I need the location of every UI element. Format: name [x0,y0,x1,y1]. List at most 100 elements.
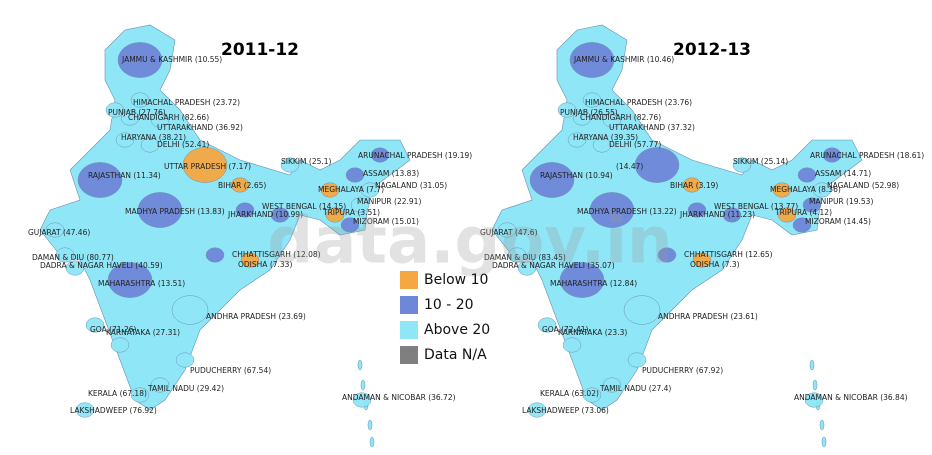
region-name: ANDAMAN & NICOBAR [794,393,878,402]
region [137,192,183,228]
region-name: UTTARAKHAND [157,123,213,132]
region-label: TRIPURA (3.51) [322,208,380,217]
region-value: (27.4) [649,384,672,393]
region [105,102,125,118]
region-value: (26.55) [590,108,617,117]
legend-label: Data N/A [424,347,487,363]
region-label: NAGALAND (52.98) [827,181,899,190]
region-label: DADRA & NAGAR HAVELI (40.59) [40,261,163,270]
region-name: JHARKHAND [227,210,273,219]
region [65,260,85,276]
region-value: (38.21) [159,133,186,142]
region-label: WEST BENGAL (13.77) [714,202,798,211]
region [230,177,250,193]
region-label: ASSAM (14.71) [815,169,871,178]
region-name: MANIPUR [357,197,392,206]
legend-swatch [400,346,418,364]
region-name: HARYANA [573,133,609,142]
region [55,247,75,263]
region [205,247,225,263]
region-label: HIMACHAL PRADESH (23.72) [133,98,240,107]
region-value: (11.34) [133,171,160,180]
region [110,337,130,353]
region [370,147,390,163]
region [777,207,797,223]
region-value: (10.94) [585,171,612,180]
watermark: data.gov.in [267,205,672,279]
region-name: CHANDIGARH [580,113,631,122]
region-name: TRIPURA [322,208,356,217]
region [592,137,612,153]
region-name: TAMIL NADU [147,384,194,393]
region [722,207,742,223]
region [497,222,517,238]
region-label: JAMMU & KASHMIR (10.46) [573,55,674,64]
region-value: (52.41) [182,140,209,149]
region [45,222,65,238]
region-value: (47.6) [515,228,538,237]
region-value: (27.31) [153,328,180,337]
region [120,110,140,126]
region [117,42,163,78]
region-label: BIHAR (3.19) [670,181,718,190]
region [623,295,661,325]
region-value: (13.51) [158,279,185,288]
region-label: KARNATAKA (27.31) [106,328,180,337]
region-label: MEGHALAYA (7.7) [318,185,384,194]
region-label: MADHYA PRADESH (13.83) [125,207,225,216]
region-label: MAHARASHTRA (13.51) [98,279,185,288]
region [77,162,123,198]
region-value: (67.92) [696,366,723,375]
region [557,102,577,118]
region-name: ARUNACHAL PRADESH [358,151,443,160]
region [529,162,575,198]
region [517,260,537,276]
region-label: ANDAMAN & NICOBAR (36.72) [342,393,456,402]
region-name: ASSAM [363,169,389,178]
region-name: SIKKIM [733,157,759,166]
region-name: HIMACHAL PRADESH [133,98,210,107]
region-name: ANDAMAN & NICOBAR [342,393,426,402]
region-label: (14.47) [616,162,643,171]
region-label: SIKKIM (25.1) [281,157,332,166]
region-name: DADRA & NAGAR HAVELI [40,261,133,270]
region-label: MEGHALAYA (8.36) [770,185,841,194]
region-name: DAMAN & DIU [484,253,536,262]
region [804,392,824,408]
region [687,202,707,218]
region-value: (10.55) [195,55,222,64]
region-name: DAMAN & DIU [32,253,84,262]
region-name: CHHATTISGARH [232,250,291,259]
region-name: CHHATTISGARH [684,250,743,259]
region-label: NAGALAND (31.05) [375,181,447,190]
region-name: PUDUCHERRY [642,366,694,375]
region [175,352,195,368]
region-label: CHHATTISGARH (12.65) [684,250,773,259]
region [572,110,592,126]
island [357,359,363,371]
region [352,392,372,408]
region-value: (23.69) [278,312,305,321]
region-value: (12.84) [610,279,637,288]
region-label: DAMAN & DIU (80.77) [32,253,114,262]
island [821,436,827,448]
island [812,379,818,391]
region-name: MIZORAM [805,217,841,226]
island [819,419,825,431]
region-name: HARYANA [121,133,157,142]
region [802,197,822,213]
region-name: ASSAM [815,169,841,178]
region-name: RAJASTHAN [88,171,131,180]
region-value: (31.05) [420,181,447,190]
region [171,295,209,325]
island [369,436,375,448]
region-label: KERALA (63.02) [540,389,599,398]
region-name: KARNATAKA [558,328,603,337]
region [792,217,812,233]
region [75,402,95,418]
region-value: (10.46) [647,55,674,64]
region-name: MAHARASHTRA [98,279,156,288]
region-value: (37.32) [668,123,695,132]
region-label: SIKKIM (25.14) [733,157,788,166]
region [85,317,105,333]
